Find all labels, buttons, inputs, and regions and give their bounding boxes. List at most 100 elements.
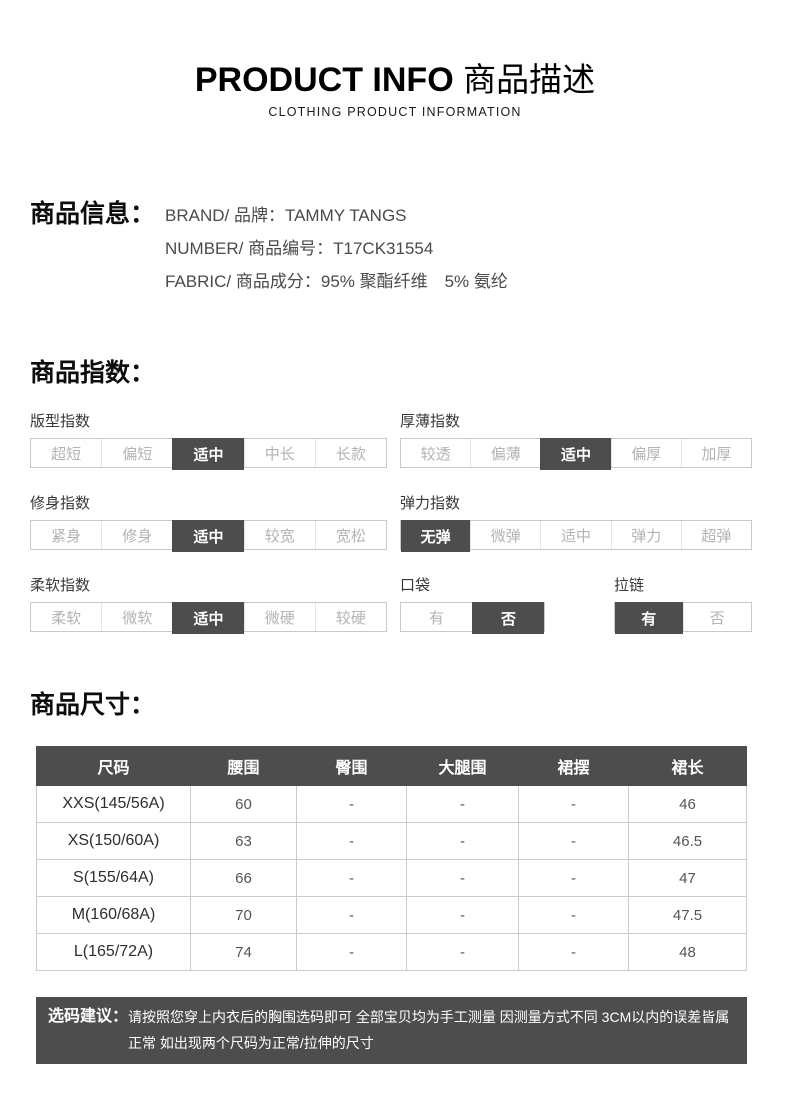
product-size-heading: 商品尺寸： (30, 691, 156, 719)
table-row: M(160/68A) 70 - - - 47.5 (36, 896, 747, 934)
size-table: 尺码 腰围 臀围 大腿围 裙摆 裙长 XXS(145/56A) 60 - - -… (36, 746, 747, 971)
table-row: XXS(145/56A) 60 - - - 46 (36, 785, 747, 823)
table-row: S(155/64A) 66 - - - 47 (36, 859, 747, 897)
product-info-section: 商品信息： BRAND/ 品牌：TAMMY TANGS NUMBER/ 商品编号… (30, 199, 790, 298)
product-size-section: 商品尺寸： 尺码 腰围 臀围 大腿围 裙摆 裙长 XXS(145/56A) (30, 690, 790, 971)
index-option: 微软 (101, 603, 172, 631)
cell-skirt-length: 48 (628, 933, 747, 971)
page-subtitle: CLOTHING PRODUCT INFORMATION (268, 105, 522, 119)
cell-hem: - (518, 933, 629, 971)
index-groups: 版型指数 超短 偏短 适中 中长 长款 厚薄指数 较透 偏薄 适中 偏厚 加厚 (30, 410, 790, 634)
index-group-label: 修身指数 (30, 495, 91, 512)
cell-skirt-length: 47 (628, 859, 747, 897)
index-group-fit-length: 版型指数 超短 偏短 适中 中长 长款 (30, 410, 387, 470)
index-group-label: 厚薄指数 (400, 413, 461, 430)
index-option: 较宽 (243, 521, 315, 549)
index-option: 超弹 (680, 521, 751, 549)
fabric-value: 95% 聚酯纤维 5% 氨纶 (320, 272, 508, 291)
index-option: 适中 (172, 602, 244, 634)
cell-waist: 63 (190, 822, 297, 860)
cell-thigh: - (406, 822, 519, 860)
cell-thigh: - (406, 933, 519, 971)
page-title-zh: 商品描述 (463, 61, 596, 98)
index-option: 加厚 (680, 439, 751, 467)
cell-hip: - (296, 822, 407, 860)
index-group-pocket: 口袋 有 否 (400, 574, 545, 634)
col-header-waist: 腰围 (190, 746, 297, 786)
index-option: 偏薄 (470, 439, 540, 467)
fabric-line: FABRIC/ 商品成分：95% 聚酯纤维 5% 氨纶 (165, 265, 508, 298)
index-option: 柔软 (51, 609, 82, 627)
index-bar: 超短 偏短 适中 中长 长款 (30, 438, 387, 470)
product-index-heading: 商品指数： (30, 359, 156, 387)
index-pair-row: 口袋 有 否 拉链 有 否 (400, 574, 752, 634)
cell-thigh: - (406, 896, 519, 934)
index-option: 长款 (314, 439, 386, 467)
index-option: 适中 (540, 521, 610, 549)
index-option: 适中 (540, 438, 611, 470)
size-advice-text: 请按照您穿上内衣后的胸围选码即可 全部宝贝均为手工测量 因测量方式不同 3CM以… (128, 1004, 729, 1056)
product-info-heading: 商品信息： (30, 200, 156, 228)
col-header-skirt-length: 裙长 (628, 746, 747, 786)
cell-size: M(160/68A) (36, 896, 191, 934)
cell-hem: - (518, 785, 629, 823)
index-option: 适中 (172, 520, 244, 552)
cell-thigh: - (406, 859, 519, 897)
col-header-size: 尺码 (36, 746, 191, 786)
cell-size: S(155/64A) (36, 859, 191, 897)
index-bar: 有 否 (614, 602, 752, 634)
table-row: XS(150/60A) 63 - - - 46.5 (36, 822, 747, 860)
index-option: 微硬 (243, 603, 315, 631)
cell-size: XXS(145/56A) (36, 785, 191, 823)
index-group-label: 口袋 (400, 577, 431, 594)
cell-waist: 60 (190, 785, 297, 823)
index-bar: 紧身 修身 适中 较宽 宽松 (30, 520, 387, 552)
cell-hem: - (518, 859, 629, 897)
col-header-thigh: 大腿围 (406, 746, 519, 786)
cell-hip: - (296, 859, 407, 897)
brand-label: BRAND/ 品牌： (165, 206, 285, 225)
index-group-elasticity: 弹力指数 无弹 微弹 适中 弹力 超弹 (400, 492, 752, 552)
brand-line: BRAND/ 品牌：TAMMY TANGS (165, 199, 508, 232)
index-option: 偏厚 (610, 439, 681, 467)
index-option: 宽松 (314, 521, 386, 549)
index-option: 紧身 (51, 527, 82, 545)
page-title-en: PRODUCT INFO (194, 61, 454, 99)
number-line: NUMBER/ 商品编号：T17CK31554 (165, 232, 508, 265)
index-group-label: 柔软指数 (30, 577, 91, 594)
col-header-hip: 臀围 (296, 746, 407, 786)
brand-value: TAMMY TANGS (284, 206, 407, 225)
index-group-label: 版型指数 (30, 413, 91, 430)
page-title: PRODUCT INFO 商品描述 (0, 60, 790, 100)
index-option: 修身 (101, 521, 172, 549)
index-option: 弹力 (610, 521, 681, 549)
index-group-label: 弹力指数 (400, 495, 461, 512)
index-group-thickness: 厚薄指数 较透 偏薄 适中 偏厚 加厚 (400, 410, 752, 470)
index-option: 中长 (243, 439, 315, 467)
cell-hip: - (296, 896, 407, 934)
cell-waist: 66 (190, 859, 297, 897)
size-advice-line: 请按照您穿上内衣后的胸围选码即可 全部宝贝均为手工测量 因测量方式不同 3CM以… (128, 1009, 730, 1025)
cell-hem: - (518, 822, 629, 860)
index-bar: 有 否 (400, 602, 545, 634)
cell-skirt-length: 47.5 (628, 896, 747, 934)
cell-waist: 74 (190, 933, 297, 971)
index-group-slimness: 修身指数 紧身 修身 适中 较宽 宽松 (30, 492, 387, 552)
size-advice-box: 选码建议： 请按照您穿上内衣后的胸围选码即可 全部宝贝均为手工测量 因测量方式不… (36, 997, 747, 1064)
number-label: NUMBER/ 商品编号： (165, 239, 334, 258)
index-group-label: 拉链 (614, 577, 645, 594)
index-option: 有 (428, 609, 444, 627)
index-option: 微弹 (470, 521, 540, 549)
size-advice-line: 正常 如出现两个尺码为正常/拉伸的尺寸 (128, 1035, 374, 1051)
cell-thigh: - (406, 785, 519, 823)
index-bar: 较透 偏薄 适中 偏厚 加厚 (400, 438, 752, 470)
page-header: PRODUCT INFO 商品描述 CLOTHING PRODUCT INFOR… (0, 0, 790, 119)
index-bar: 柔软 微软 适中 微硬 较硬 (30, 602, 387, 634)
product-info-lines: BRAND/ 品牌：TAMMY TANGS NUMBER/ 商品编号：T17CK… (165, 199, 508, 298)
index-group-softness: 柔软指数 柔软 微软 适中 微硬 较硬 (30, 574, 387, 634)
index-option: 较硬 (314, 603, 386, 631)
cell-hip: - (296, 933, 407, 971)
cell-skirt-length: 46.5 (628, 822, 747, 860)
index-group-zipper: 拉链 有 否 (614, 574, 752, 634)
